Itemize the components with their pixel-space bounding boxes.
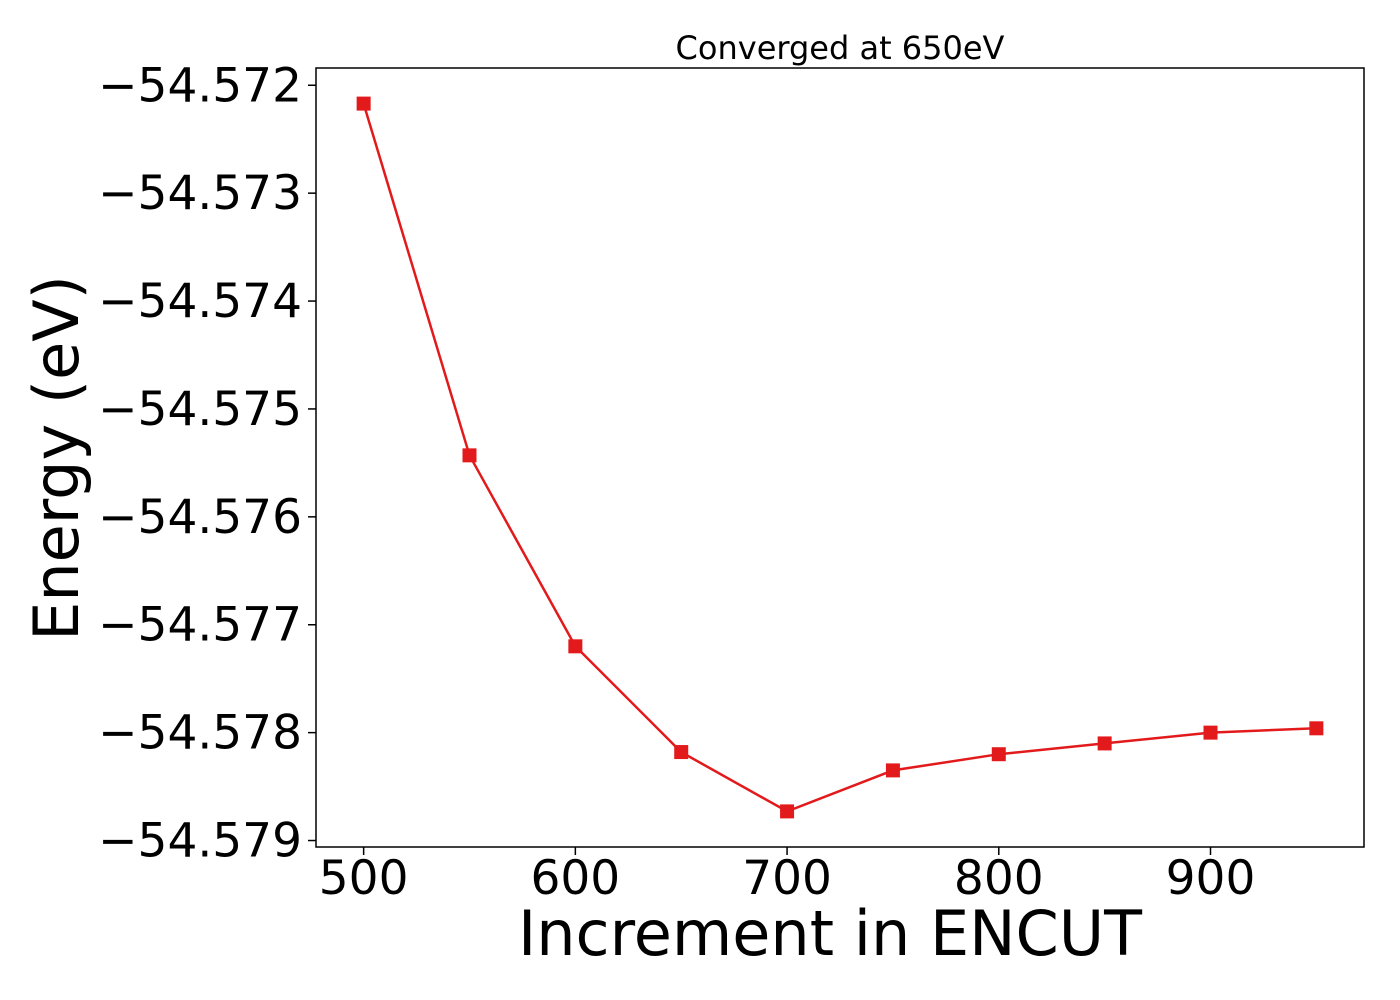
x-axis-ticks: 500 600 700 800 900 [319, 847, 1256, 906]
y-tick-label: −54.572 [98, 58, 302, 113]
y-tick-label: −54.573 [98, 166, 302, 221]
x-tick-label: 700 [742, 851, 832, 906]
y-axis-label: Energy (eV) [20, 275, 93, 641]
data-point [1097, 736, 1112, 751]
data-point [356, 96, 371, 111]
x-tick-label: 900 [1166, 851, 1256, 906]
y-tick-label: −54.579 [98, 814, 302, 869]
data-point [991, 747, 1006, 762]
x-tick-label: 500 [319, 851, 409, 906]
axes-frame [315, 67, 1365, 848]
y-tick-label: −54.577 [98, 598, 302, 653]
data-point [1309, 721, 1324, 736]
y-tick-label: −54.574 [98, 274, 302, 329]
y-axis-ticks: −54.572 −54.573 −54.574 −54.575 −54.576 −54.5… [98, 58, 316, 869]
y-tick-label: −54.575 [98, 382, 302, 437]
data-point [674, 745, 689, 760]
data-point [780, 804, 795, 819]
data-point [568, 639, 583, 654]
data-point [885, 763, 900, 778]
series-line [362, 103, 1317, 813]
data-point [462, 448, 477, 463]
data-point [1203, 725, 1218, 740]
x-tick-label: 600 [530, 851, 620, 906]
y-tick-label: −54.576 [98, 490, 302, 545]
plot-area [356, 96, 1324, 819]
y-tick-label: −54.578 [98, 706, 302, 761]
x-axis-label: Increment in ENCUT [518, 897, 1143, 970]
x-tick-label: 800 [954, 851, 1044, 906]
chart-title: Converged at 650eV [676, 29, 1005, 67]
